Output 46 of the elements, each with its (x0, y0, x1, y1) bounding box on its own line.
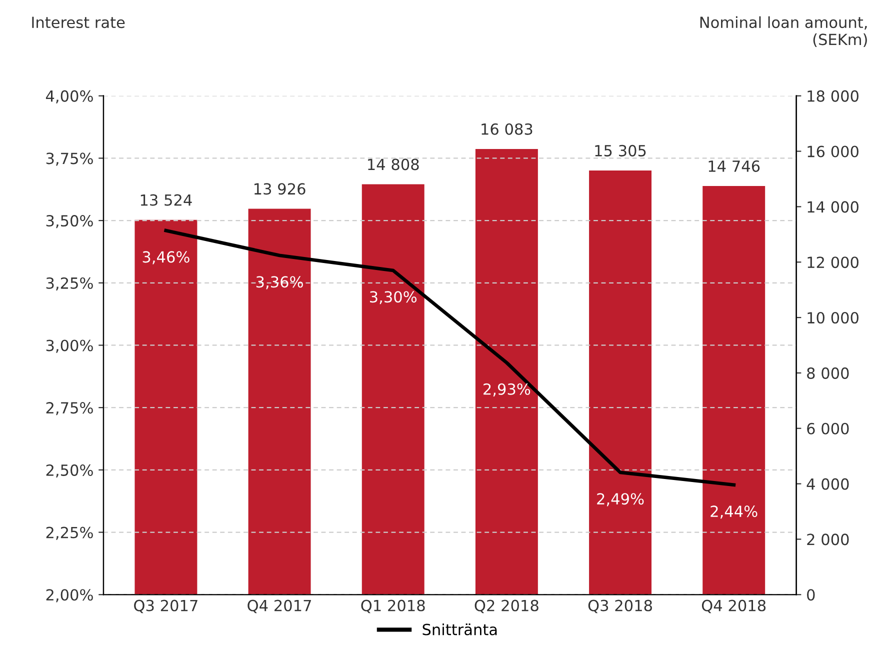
legend-label: Snittränta (422, 623, 497, 636)
y-tick-label: 3,00% (46, 340, 93, 353)
x-tick-label: Q1 2018 (361, 600, 425, 614)
y2-tick-label: 4 000 (806, 478, 849, 490)
x-tick-label: Q2 2018 (474, 600, 538, 614)
data-label: 14 808 (368, 158, 419, 170)
data-label: 2,44% (710, 506, 758, 519)
y-axis-title: Interest rate (32, 16, 125, 28)
bar (702, 186, 766, 595)
data-label: 2,93% (484, 383, 530, 396)
y-tick-label: 4,00% (46, 90, 93, 104)
bar (248, 208, 311, 595)
y-tick-label: 3,75% (46, 152, 93, 166)
y2-tick-label: 2 000 (807, 534, 849, 546)
data-label: 14 746 (708, 160, 760, 172)
bar (475, 148, 538, 595)
data-label: 15 305 (595, 144, 646, 156)
y-tick-label: 3,50% (46, 215, 93, 228)
data-label: 3,46% (142, 251, 190, 264)
y2-tick-label: 18 000 (808, 90, 858, 102)
y-tick-label: 2,00% (46, 589, 93, 602)
data-label: 13 524 (140, 194, 192, 206)
y2-tick-label: 10 000 (808, 312, 858, 324)
x-tick-label: Q3 2017 (134, 600, 198, 614)
x-tick-label: Q3 2018 (588, 600, 652, 614)
y-tick-label: 2,25% (46, 526, 93, 540)
data-label: 3,36% (256, 276, 303, 290)
y2-tick-label: 12 000 (808, 256, 858, 268)
data-label: 13 926 (254, 183, 306, 195)
bar (362, 184, 424, 595)
y-tick-label: 2,50% (46, 464, 93, 478)
y-tick-label: 2,75% (46, 402, 93, 416)
y2-tick-label: 14 000 (808, 201, 858, 213)
bar (134, 220, 198, 595)
y2-tick-label: 6 000 (807, 422, 849, 434)
y-tick-label: 3,25% (46, 277, 93, 290)
data-label: 16 083 (482, 123, 532, 135)
bar (589, 170, 652, 595)
y2-tick-label: 16 000 (808, 146, 858, 158)
data-label: 2,49% (597, 493, 644, 506)
y2-axis-title: Nominal loan amount, (SEKm) (700, 16, 867, 48)
data-label: 3,30% (370, 291, 417, 304)
x-tick-label: Q4 2017 (248, 600, 311, 614)
y2-tick-label: 0 (807, 589, 815, 601)
y2-tick-label: 8 000 (807, 367, 849, 379)
x-tick-label: Q4 2018 (702, 600, 766, 614)
